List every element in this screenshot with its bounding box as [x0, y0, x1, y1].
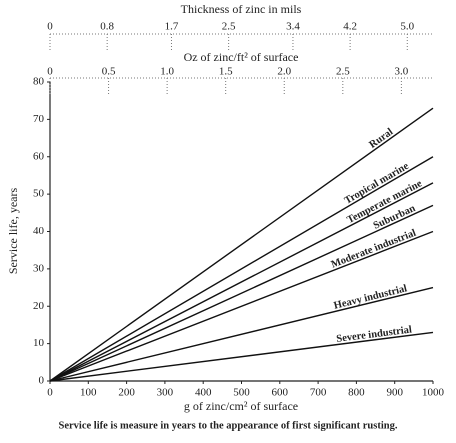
x-tick-label: 100: [80, 387, 97, 399]
series-line: [49, 286, 434, 382]
top-axis-title: Oz of zinc/ft² of surface: [184, 50, 299, 64]
top-tick-label: 0: [47, 21, 53, 33]
y-tick-label: 0: [39, 375, 45, 387]
top-tick-label: 2.5: [222, 21, 236, 33]
top-tick-label: 2.5: [336, 66, 350, 78]
top-tick-label: 0: [47, 66, 53, 78]
x-tick-label: 1000: [422, 387, 445, 399]
y-axis-title: Service life, years: [6, 188, 20, 275]
top-tick-label: 1.5: [219, 66, 233, 78]
line-label: Moderate industrial: [330, 228, 418, 271]
y-tick-label: 70: [33, 113, 45, 125]
series-line: [49, 331, 434, 382]
x-tick-label: 300: [157, 387, 174, 399]
series-line: [49, 107, 434, 382]
line-label: Severe industrial: [336, 325, 413, 345]
caption: Service life is measure in years to the …: [59, 420, 398, 431]
y-tick-label: 20: [33, 300, 45, 312]
top-tick-label: 5.0: [400, 21, 414, 33]
y-tick-label: 30: [33, 262, 45, 274]
top-tick-label: 2.0: [277, 66, 291, 78]
top-tick-label: 4.2: [343, 21, 357, 33]
y-tick-label: 40: [33, 225, 45, 237]
series-line: [49, 230, 434, 382]
line-label: Heavy industrial: [333, 283, 409, 311]
series-line: [49, 182, 434, 382]
x-axis-title: g of zinc/cm² of surface: [184, 399, 298, 413]
series-line: [49, 156, 434, 382]
x-tick-label: 0: [47, 387, 53, 399]
x-tick-label: 900: [386, 387, 403, 399]
top-tick-label: 0.5: [102, 66, 116, 78]
top-axis-title: Thickness of zinc in mils: [181, 2, 302, 16]
x-tick-label: 200: [118, 387, 135, 399]
x-tick-label: 600: [272, 387, 289, 399]
top-tick-label: 3.4: [286, 21, 300, 33]
y-tick-label: 50: [33, 188, 45, 200]
top-tick-label: 1.0: [160, 66, 174, 78]
x-tick-label: 500: [233, 387, 250, 399]
top-tick-label: 3.0: [395, 66, 409, 78]
y-tick-label: 10: [33, 337, 45, 349]
y-tick-label: 80: [33, 76, 45, 88]
x-tick-label: 700: [310, 387, 327, 399]
x-tick-label: 400: [195, 387, 212, 399]
top-tick-label: 0.8: [100, 21, 114, 33]
series-line: [49, 204, 434, 382]
x-tick-label: 800: [348, 387, 365, 399]
y-tick-label: 60: [33, 150, 45, 162]
top-tick-label: 1.7: [165, 21, 179, 33]
